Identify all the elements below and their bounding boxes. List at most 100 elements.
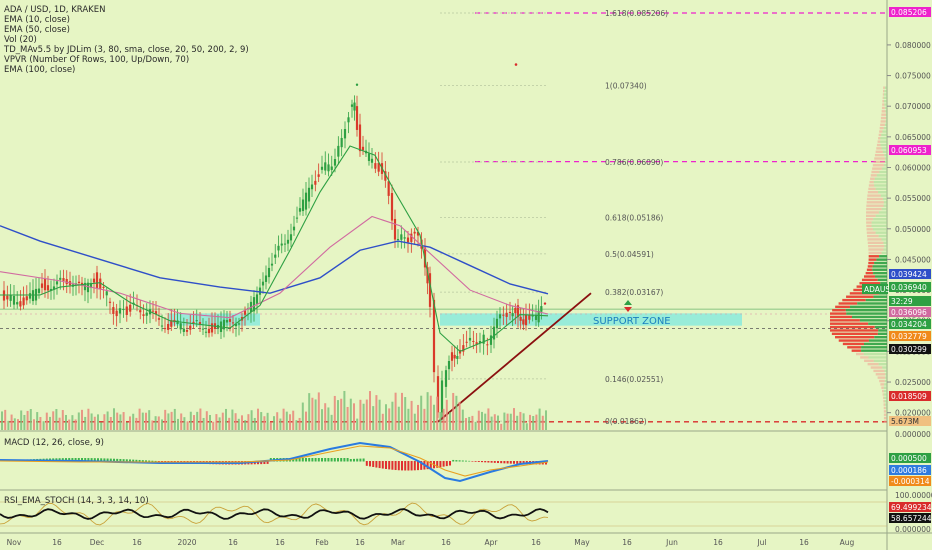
macd-hist-bar [522, 461, 525, 465]
legend-volume[interactable]: Vol (20) [4, 35, 37, 45]
fib-level-label: 1.618(0.085206) [605, 9, 668, 18]
volume-bar [122, 412, 125, 430]
macd-hist-bar [417, 461, 419, 471]
vpvr-bar-down [835, 335, 875, 339]
rsi-legend[interactable]: RSI_EMA_STOCH (14, 3, 3, 14, 10) [4, 496, 149, 506]
candle-body [400, 234, 403, 240]
legend-ema100[interactable]: EMA (100, close) [4, 65, 76, 75]
candle-body [237, 323, 241, 325]
candle-body [534, 315, 538, 320]
support-zone-right [440, 313, 742, 326]
volume-bar [71, 415, 74, 430]
candle-body [210, 323, 214, 333]
vpvr-bar-down [883, 86, 885, 89]
vpvr-bar-down [876, 147, 882, 150]
vpvr-bar-down [830, 325, 875, 329]
volume-bar [333, 395, 336, 430]
legend-vpvr[interactable]: VPVR (Number Of Rows, 100, Up/Down, 70) [4, 55, 190, 65]
vpvr-bar-up [875, 214, 887, 218]
vpvr-bar-down [866, 207, 882, 211]
vpvr-bar-down [867, 362, 879, 366]
legend-td-ma[interactable]: TD_MAv5.5 by JDLim (3, 80, sma, close, 2… [4, 45, 249, 55]
candle-body [289, 234, 293, 241]
price-tick-label: 0.050000 [895, 225, 931, 234]
rsi-axis-label: 0.000000 [895, 525, 931, 534]
vpvr-bar-up [880, 282, 887, 285]
volume-bar [388, 408, 391, 430]
vpvr-bar-up [883, 201, 887, 204]
vpvr-bar-up [881, 251, 887, 255]
volume-bar [401, 392, 403, 430]
volume-bar [545, 410, 547, 430]
volume-bar [500, 423, 503, 430]
vpvr-bar-down [868, 187, 876, 191]
vpvr-bar-up [883, 164, 887, 167]
volume-bar [516, 415, 519, 430]
vpvr-bar-down [861, 278, 878, 282]
candle-body [222, 319, 226, 330]
candle-body [468, 337, 472, 341]
volume-bar [426, 392, 429, 430]
volume-bar [183, 417, 186, 430]
vpvr-bar-up [885, 403, 887, 406]
vpvr-bar-up [880, 143, 887, 147]
candle-body [192, 321, 195, 324]
price-tag-text: ADAUSD [864, 285, 896, 294]
macd-legend[interactable]: MACD (12, 26, close, 9) [4, 438, 104, 448]
vpvr-bar-up [884, 379, 887, 383]
volume-bar [113, 408, 115, 430]
macd-hist-bar [378, 461, 381, 469]
vpvr-bar-up [877, 278, 887, 282]
macd-hist-bar [461, 460, 464, 462]
vpvr-bar-down [867, 191, 879, 194]
macd-hist-bar [471, 461, 474, 462]
support-zone-label: SUPPORT ZONE [593, 316, 671, 327]
macd-hist-bar [474, 461, 477, 462]
volume-bar [97, 414, 99, 430]
macd-hist-bar [381, 461, 384, 469]
volume-bar [538, 408, 541, 430]
macd-hist-bar [321, 458, 323, 462]
volume-bar [423, 408, 426, 430]
legend-ema10[interactable]: EMA (10, close) [4, 15, 70, 25]
macd-hist-bar [445, 461, 448, 467]
vpvr-bar-down [872, 164, 884, 167]
vpvr-bar-down [830, 322, 869, 325]
price-tag-text: 32:29 [891, 297, 913, 306]
macd-hist-bar [327, 458, 330, 462]
volume-bar [481, 411, 483, 430]
macd-hist-bar [420, 461, 423, 470]
symbol-title[interactable]: ADA / USD, 1D, KRAKEN [4, 5, 106, 15]
macd-tag-bg [889, 453, 931, 463]
candle-body [387, 181, 390, 196]
candle-body [105, 291, 108, 296]
vpvr-bar-down [880, 123, 885, 127]
time-tick-label: Dec [90, 538, 105, 547]
volume-bar [29, 409, 32, 430]
macd-hist-bar [337, 458, 339, 462]
macd-hist-bar [404, 461, 407, 471]
candle-body [292, 226, 296, 231]
candle-body [157, 318, 161, 320]
macd-hist-bar [388, 461, 391, 470]
vpvr-bar-up [883, 393, 887, 396]
vpvr-bar-up [877, 332, 887, 336]
rsi-line [0, 508, 549, 520]
macd-hist-bar [161, 461, 163, 462]
legend-ema50[interactable]: EMA (50, close) [4, 25, 70, 35]
vpvr-bar-down [883, 396, 885, 400]
macd-hist-bar [497, 461, 499, 464]
volume-bar [81, 409, 83, 430]
candle-body [102, 286, 105, 288]
price-tag-text: 0.032779 [891, 332, 927, 341]
vpvr-bar-up [884, 86, 887, 89]
macd-hist-bar [346, 458, 349, 462]
vpvr-bar-up [883, 100, 887, 103]
price-tag-bg [889, 391, 931, 401]
macd-hist-bar [103, 458, 106, 462]
vpvr-bar-up [884, 157, 887, 160]
volume-bar [90, 413, 93, 430]
volume-bar [532, 415, 535, 430]
